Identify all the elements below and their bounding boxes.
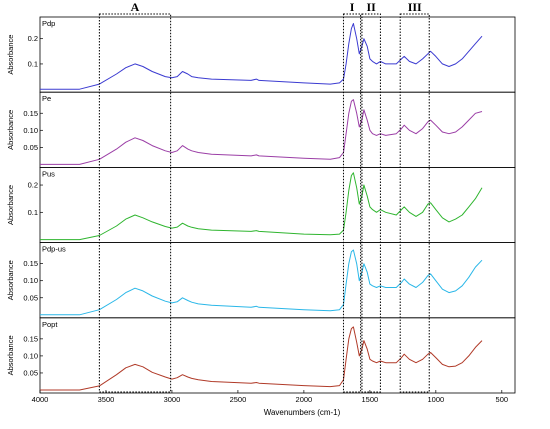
- panel-pe: 0.05 0.10 0.15 Absorbance Pe: [6, 91, 516, 168]
- panel-frame: [39, 166, 516, 243]
- x-tick-label: 1500: [362, 395, 379, 404]
- panel-frame: [39, 91, 516, 168]
- y-tick-label: 0.10: [23, 126, 38, 135]
- region-a: A: [98, 0, 172, 393]
- series-label-pdp: Pdp: [42, 19, 55, 28]
- panels-layer: 0.1 0.2 Absorbance Pdp 0.05 0.10 0.15 Absorbanc…: [6, 16, 516, 394]
- x-tick-label: 4000: [32, 395, 49, 404]
- series-label-pdp-us: Pdp-us: [42, 245, 66, 254]
- series-line-pe: [40, 99, 483, 165]
- panel-frame: [39, 317, 516, 394]
- x-tick-label: 2500: [230, 395, 247, 404]
- series-line-pdp-us: [40, 249, 483, 316]
- region-label: II: [367, 0, 377, 14]
- y-tick-label: 0.10: [23, 276, 38, 285]
- region-box: [342, 13, 362, 393]
- x-tick-label: 1000: [427, 395, 444, 404]
- series-label-pe: Pe: [42, 94, 51, 103]
- x-tick-label: 500: [496, 395, 509, 404]
- region-box: [98, 13, 172, 393]
- y-tick-label: 0.2: [28, 181, 38, 190]
- y-tick-label: 0.05: [23, 368, 38, 377]
- y-axis-label: Absorbance: [6, 35, 15, 75]
- region-box: [399, 13, 430, 393]
- series-label-popt: Popt: [42, 320, 58, 329]
- x-tick-label: 3000: [164, 395, 181, 404]
- y-tick-label: 0.15: [23, 109, 38, 118]
- y-tick-label: 0.10: [23, 351, 38, 360]
- series-label-pus: Pus: [42, 169, 55, 178]
- x-axis-label: Wavenumbers (cm-1): [264, 408, 341, 417]
- region-i: I: [342, 0, 362, 393]
- region-label: A: [131, 0, 140, 14]
- y-axis-label: Absorbance: [6, 260, 15, 300]
- y-tick-label: 0.05: [23, 293, 38, 302]
- y-axis-label: Absorbance: [6, 110, 15, 150]
- x-axis: 4000 3500 3000 2500 2000 1500 1000 500: [32, 390, 508, 404]
- y-axis-label: Absorbance: [6, 185, 15, 225]
- region-box: [361, 13, 381, 393]
- panel-pdp: 0.1 0.2 Absorbance Pdp: [6, 16, 516, 93]
- y-tick-label: 0.05: [23, 143, 38, 152]
- panel-popt: 0.05 0.10 0.15 Absorbance Popt: [6, 317, 516, 394]
- panel-frame: [39, 16, 516, 93]
- series-line-pus: [40, 172, 483, 241]
- y-tick-label: 0.15: [23, 334, 38, 343]
- y-tick-label: 0.1: [28, 208, 38, 217]
- y-tick-label: 0.15: [23, 259, 38, 268]
- region-iii: III: [399, 0, 430, 393]
- region-ii: II: [361, 0, 381, 393]
- x-tick-label: 2000: [296, 395, 313, 404]
- x-tick-label: 3500: [98, 395, 115, 404]
- series-line-popt: [40, 326, 483, 391]
- regions-layer: A I II III: [98, 0, 430, 393]
- panel-pus: 0.1 0.2 Absorbance Pus: [6, 166, 516, 243]
- y-axis-label: Absorbance: [6, 335, 15, 375]
- panel-pdp-us: 0.05 0.10 0.15 Absorbance Pdp-us: [6, 242, 516, 319]
- region-label: III: [408, 0, 422, 14]
- y-tick-label: 0.1: [28, 59, 38, 68]
- series-line-pdp: [40, 23, 483, 90]
- region-label: I: [350, 0, 355, 14]
- panel-frame: [39, 242, 516, 319]
- y-tick-label: 0.2: [28, 34, 38, 43]
